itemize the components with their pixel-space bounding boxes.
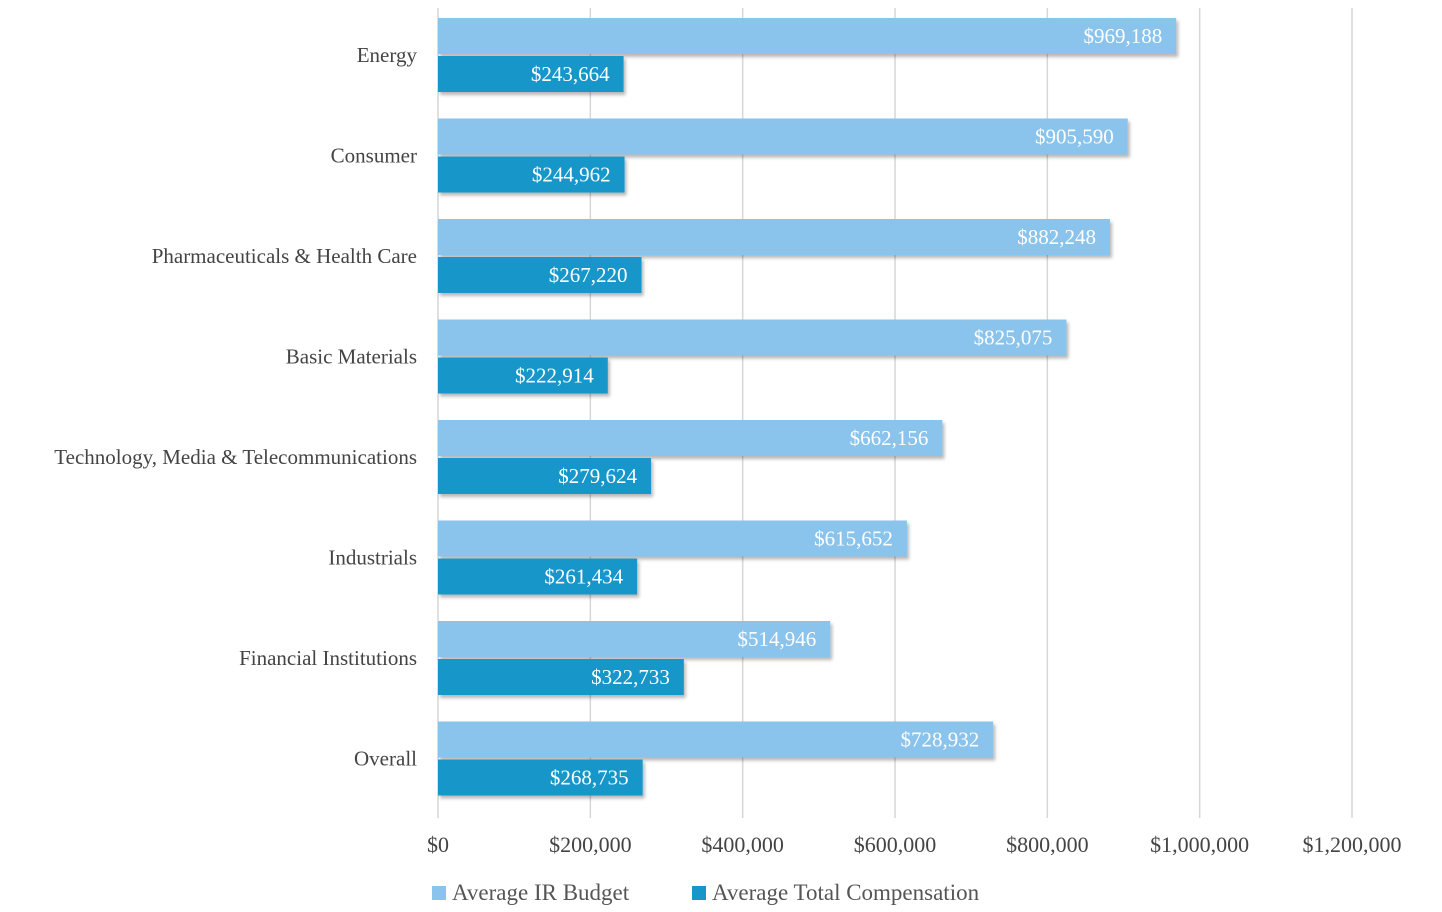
- bar-ir-budget: [438, 118, 1128, 155]
- bar-total-compensation: [438, 659, 684, 695]
- legend-label-total-compensation: Average Total Compensation: [712, 880, 980, 905]
- bar-total-compensation: [438, 257, 642, 293]
- category-label: Industrials: [328, 546, 417, 570]
- legend-label-ir-budget: Average IR Budget: [452, 880, 630, 905]
- data-label: $267,220: [549, 263, 628, 287]
- category-label: Pharmaceuticals & Health Care: [152, 244, 417, 268]
- data-label: $969,188: [1083, 24, 1162, 48]
- data-label: $244,962: [532, 163, 611, 187]
- labels: $0 $200,000 $400,000 $600,000 $800,000 $1,000…: [54, 24, 1401, 857]
- data-label: $662,156: [850, 426, 929, 450]
- data-label: $905,590: [1035, 125, 1114, 149]
- legend: Average IR Budget Average Total Compensa…: [0, 880, 1442, 912]
- bar-total-compensation: [438, 357, 608, 394]
- x-tick-label: $1,000,000: [1150, 832, 1249, 857]
- category-label: Technology, Media & Telecommunications: [54, 445, 417, 469]
- bar-chart: $0 $200,000 $400,000 $600,000 $800,000 $1,000…: [54, 8, 1402, 857]
- bar-ir-budget: [438, 219, 1110, 255]
- data-label: $222,914: [515, 364, 594, 388]
- bar-ir-budget: [438, 319, 1067, 356]
- data-label: $514,946: [737, 627, 816, 651]
- bar-total-compensation: [438, 156, 625, 193]
- x-tick-label: $0: [427, 832, 449, 857]
- category-label: Energy: [357, 43, 418, 67]
- legend-swatch-ir-budget: [432, 886, 446, 900]
- category-label: Overall: [354, 747, 417, 771]
- legend-item-ir-budget: Average IR Budget: [432, 880, 629, 906]
- bar-total-compensation: [438, 558, 638, 595]
- data-label: $279,624: [558, 464, 637, 488]
- legend-swatch-total-compensation: [692, 886, 706, 900]
- data-label: $261,434: [544, 565, 623, 589]
- category-label: Consumer: [331, 144, 417, 168]
- data-label: $728,932: [900, 728, 979, 752]
- bars: [438, 18, 1177, 796]
- bar-ir-budget: [438, 621, 831, 657]
- data-label: $825,075: [974, 326, 1053, 350]
- bar-ir-budget: [438, 18, 1177, 54]
- x-tick-label: $400,000: [701, 832, 784, 857]
- data-label: $322,733: [591, 665, 670, 689]
- data-label: $882,248: [1017, 225, 1096, 249]
- data-label: $243,664: [531, 62, 610, 86]
- data-label: $268,735: [550, 766, 629, 790]
- bar-total-compensation: [438, 56, 624, 92]
- x-tick-label: $200,000: [549, 832, 632, 857]
- category-label: Financial Institutions: [239, 646, 417, 670]
- x-tick-label: $600,000: [854, 832, 937, 857]
- bar-total-compensation: [438, 759, 643, 796]
- category-label: Basic Materials: [286, 345, 417, 369]
- bar-ir-budget: [438, 420, 943, 456]
- x-tick-label: $1,200,000: [1303, 832, 1402, 857]
- bar-ir-budget: [438, 721, 994, 758]
- data-label: $615,652: [814, 527, 893, 551]
- x-tick-label: $800,000: [1006, 832, 1089, 857]
- bar-ir-budget: [438, 520, 907, 557]
- bar-total-compensation: [438, 458, 651, 494]
- legend-item-total-compensation: Average Total Compensation: [692, 880, 979, 906]
